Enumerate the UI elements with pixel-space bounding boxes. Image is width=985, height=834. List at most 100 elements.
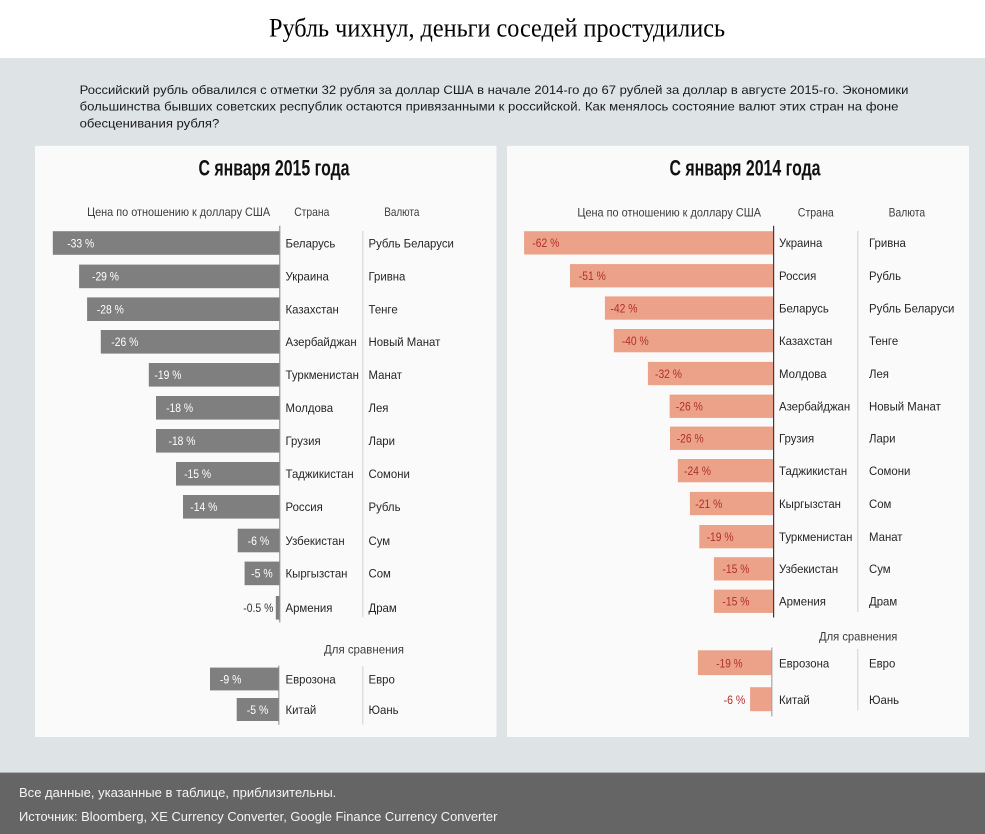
svg-text:-15 %: -15 % [722, 595, 749, 609]
svg-text:Молдова: Молдова [286, 402, 334, 415]
svg-text:-14 %: -14 % [190, 500, 217, 514]
svg-text:-19 %: -19 % [154, 368, 181, 382]
svg-text:Тенге: Тенге [369, 303, 398, 316]
svg-text:Рубль Беларуси: Рубль Беларуси [369, 237, 454, 250]
svg-text:Кыргызстан: Кыргызстан [286, 567, 348, 580]
svg-text:-6 %: -6 % [724, 693, 746, 707]
svg-text:Казахстан: Казахстан [779, 335, 832, 348]
svg-text:Валюта: Валюта [384, 205, 419, 219]
svg-text:Российский рубль обвалился с о: Российский рубль обвалился с отметки 32 … [80, 83, 909, 97]
svg-text:Азербайджан: Азербайджан [286, 336, 357, 349]
svg-text:Казахстан: Казахстан [286, 303, 339, 316]
svg-text:Рубль: Рубль [869, 270, 901, 283]
svg-text:Туркменистан: Туркменистан [286, 369, 359, 382]
svg-text:Сум: Сум [369, 535, 391, 548]
svg-text:Новый Манат: Новый Манат [369, 336, 441, 349]
svg-text:Евро: Евро [369, 673, 396, 686]
svg-text:Украина: Украина [779, 237, 823, 250]
svg-text:Кыргызстан: Кыргызстан [779, 498, 841, 511]
svg-text:Сомони: Сомони [869, 465, 910, 478]
svg-text:Страна: Страна [294, 205, 329, 219]
svg-text:Беларусь: Беларусь [779, 302, 829, 315]
svg-text:Манат: Манат [869, 531, 903, 544]
svg-text:-21 %: -21 % [695, 497, 722, 511]
svg-text:Для сравнения: Для сравнения [324, 643, 404, 657]
svg-text:-40 %: -40 % [622, 334, 649, 348]
svg-text:Еврозона: Еврозона [779, 657, 830, 670]
svg-text:Цена по отношению к доллару СШ: Цена по отношению к доллару США [87, 205, 270, 219]
svg-text:Лари: Лари [369, 435, 395, 448]
svg-text:Таджикистан: Таджикистан [779, 465, 847, 478]
svg-text:-6 %: -6 % [248, 534, 270, 548]
svg-text:Сом: Сом [869, 498, 891, 511]
svg-text:Для сравнения: Для сравнения [819, 630, 897, 644]
svg-text:Тенге: Тенге [869, 335, 898, 348]
svg-text:Новый Манат: Новый Манат [869, 400, 941, 413]
svg-text:Таджикистан: Таджикистан [286, 468, 354, 481]
svg-text:Сум: Сум [869, 563, 891, 576]
svg-text:Рубль: Рубль [369, 501, 401, 514]
svg-text:-24 %: -24 % [684, 464, 711, 478]
svg-text:-15 %: -15 % [184, 467, 211, 481]
svg-text:Страна: Страна [798, 205, 834, 219]
svg-text:Валюта: Валюта [889, 205, 926, 219]
svg-text:Гривна: Гривна [869, 237, 906, 250]
svg-text:-5 %: -5 % [247, 703, 269, 717]
svg-text:-5 %: -5 % [251, 567, 273, 581]
svg-text:Рубль чихнул, деньги соседей п: Рубль чихнул, деньги соседей простудилис… [269, 14, 725, 43]
svg-text:-32 %: -32 % [655, 367, 682, 381]
svg-text:Узбекистан: Узбекистан [286, 535, 345, 548]
svg-text:Грузия: Грузия [286, 435, 321, 448]
svg-text:Россия: Россия [286, 501, 323, 514]
svg-text:Евро: Евро [869, 657, 896, 670]
svg-text:Узбекистан: Узбекистан [779, 563, 838, 576]
svg-text:-29 %: -29 % [92, 270, 119, 284]
svg-text:-26 %: -26 % [677, 432, 704, 446]
svg-text:большинства бывших советских р: большинства бывших советских республик о… [80, 100, 899, 114]
svg-text:Лари: Лари [869, 432, 895, 445]
svg-text:Украина: Украина [286, 270, 330, 283]
svg-text:Сом: Сом [369, 567, 391, 580]
svg-text:Сомони: Сомони [369, 468, 410, 481]
svg-text:С января 2014 года: С января 2014 года [670, 155, 822, 180]
svg-text:-42 %: -42 % [610, 301, 637, 315]
svg-text:-62 %: -62 % [532, 236, 559, 250]
svg-text:-26 %: -26 % [676, 400, 703, 414]
svg-text:-19 %: -19 % [716, 656, 742, 670]
svg-text:-15 %: -15 % [722, 562, 749, 576]
svg-text:Еврозона: Еврозона [286, 673, 337, 686]
svg-text:Молдова: Молдова [779, 368, 827, 381]
svg-text:Цена по отношению к доллару СШ: Цена по отношению к доллару США [577, 205, 761, 219]
svg-text:Беларусь: Беларусь [286, 237, 336, 250]
svg-text:Рубль Беларуси: Рубль Беларуси [869, 302, 954, 315]
svg-text:-28 %: -28 % [97, 303, 124, 317]
svg-text:-19 %: -19 % [707, 530, 734, 544]
svg-text:Армения: Армения [779, 595, 826, 608]
svg-text:-18 %: -18 % [169, 434, 196, 448]
svg-text:Драм: Драм [869, 595, 897, 608]
svg-text:С января 2015 года: С января 2015 года [199, 155, 351, 180]
svg-text:Юань: Юань [369, 704, 399, 717]
svg-text:-9 %: -9 % [220, 673, 242, 687]
svg-text:Армения: Армения [286, 602, 333, 615]
svg-text:-51 %: -51 % [579, 269, 606, 283]
svg-text:Лея: Лея [869, 368, 889, 381]
svg-text:-18 %: -18 % [166, 401, 193, 415]
svg-text:Драм: Драм [369, 602, 397, 615]
svg-text:Китай: Китай [779, 694, 810, 707]
svg-text:Манат: Манат [369, 369, 403, 382]
svg-text:Все данные, указанные в таблиц: Все данные, указанные в таблице, приблиз… [19, 785, 336, 800]
svg-text:Китай: Китай [286, 704, 317, 717]
svg-text:Туркменистан: Туркменистан [779, 531, 852, 544]
svg-text:Грузия: Грузия [779, 432, 814, 445]
svg-text:Гривна: Гривна [369, 270, 406, 283]
svg-text:Юань: Юань [869, 694, 899, 707]
svg-text:Россия: Россия [779, 270, 816, 283]
svg-text:Лея: Лея [369, 402, 389, 415]
svg-text:-33 %: -33 % [67, 236, 94, 250]
svg-text:обесценивания рубля?: обесценивания рубля? [80, 116, 220, 130]
svg-text:Источник: Bloomberg, XE Curren: Источник: Bloomberg, XE Currency Convert… [19, 809, 498, 824]
svg-text:-26 %: -26 % [111, 335, 138, 349]
svg-text:Азербайджан: Азербайджан [779, 400, 850, 413]
svg-text:-0.5 %: -0.5 % [243, 601, 273, 615]
